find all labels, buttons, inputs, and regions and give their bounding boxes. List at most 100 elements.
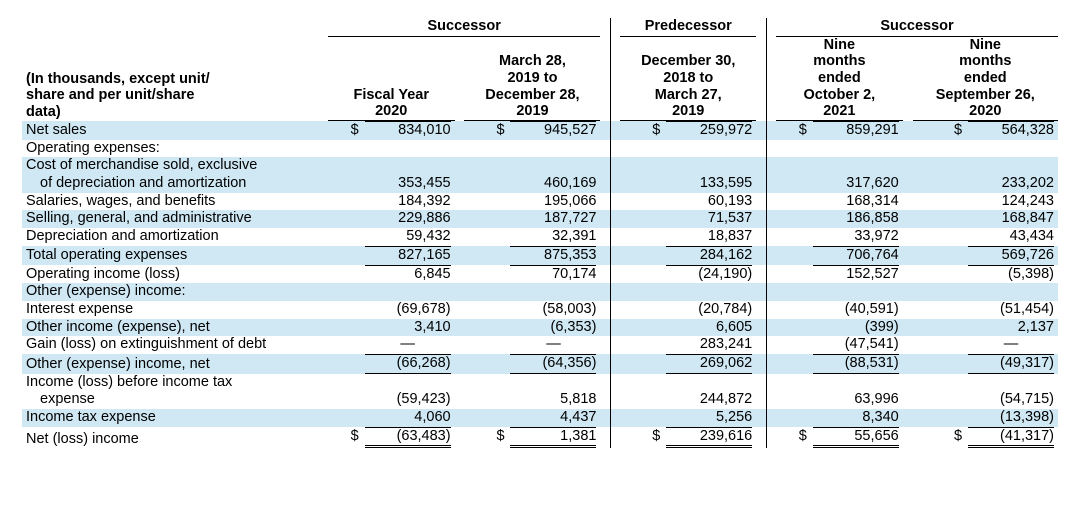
row-label: Depreciation and amortization — [22, 228, 328, 246]
cell-value: 133,595 — [620, 157, 756, 192]
cell-value: $239,616 — [620, 427, 756, 449]
cell-value: 43,434 — [913, 228, 1058, 246]
cell-value: 6,845 — [328, 265, 455, 284]
table-row: Other income (expense), net3,410 (6,353) 6… — [22, 319, 1058, 337]
hdr-successor-2: Successor — [776, 18, 1058, 36]
cell-value: (58,003) — [464, 301, 600, 319]
cell-value — [776, 140, 903, 158]
cell-value: 875,353 — [464, 246, 600, 265]
row-label: Net sales — [22, 121, 328, 140]
cell-value — [913, 140, 1058, 158]
cell-value: $(63,483) — [328, 427, 455, 449]
cell-value: — — [464, 336, 600, 354]
row-label: Income tax expense — [22, 409, 328, 427]
table-row: Operating income (loss)6,845 70,174 (24,19… — [22, 265, 1058, 284]
cell-value: (88,531) — [776, 354, 903, 374]
cell-value: (6,353) — [464, 319, 600, 337]
cell-value: 187,727 — [464, 210, 600, 228]
cell-value: 6,605 — [620, 319, 756, 337]
row-label: Salaries, wages, and benefits — [22, 193, 328, 211]
cell-value: 353,455 — [328, 157, 455, 192]
cell-value: 269,062 — [620, 354, 756, 374]
cell-value: 229,886 — [328, 210, 455, 228]
cell-value: 317,620 — [776, 157, 903, 192]
cell-value: 4,437 — [464, 409, 600, 427]
cell-value: $945,527 — [464, 121, 600, 140]
cell-value: 3,410 — [328, 319, 455, 337]
table-row: Cost of merchandise sold, exclusiveof de… — [22, 157, 1058, 192]
cell-value: 827,165 — [328, 246, 455, 265]
cell-value: 71,537 — [620, 210, 756, 228]
income-statement-table: Successor Predecessor Successor (In thou… — [22, 18, 1058, 448]
cell-value: 2,137 — [913, 319, 1058, 337]
cell-value: 195,066 — [464, 193, 600, 211]
table-row: Salaries, wages, and benefits184,392 195,… — [22, 193, 1058, 211]
cell-value: 152,527 — [776, 265, 903, 284]
cell-value: — — [328, 336, 455, 354]
cell-value: — — [913, 336, 1058, 354]
cell-value: 184,392 — [328, 193, 455, 211]
cell-value: 5,818 — [464, 374, 600, 409]
cell-value: 70,174 — [464, 265, 600, 284]
cell-value — [464, 140, 600, 158]
cell-value: (40,591) — [776, 301, 903, 319]
cell-value — [328, 140, 455, 158]
table-row: Selling, general, and administrative229,… — [22, 210, 1058, 228]
row-label: Other (expense) income, net — [22, 354, 328, 374]
table-row: Total operating expenses827,165875,35328… — [22, 246, 1058, 265]
table-row: Gain (loss) on extinguishment of debt——2… — [22, 336, 1058, 354]
table-row: Income (loss) before income taxexpense(5… — [22, 374, 1058, 409]
cell-value: 4,060 — [328, 409, 455, 427]
col-hdr-3: December 30,2018 to March 27,2019 — [620, 36, 756, 120]
cell-value: 33,972 — [776, 228, 903, 246]
row-label: Total operating expenses — [22, 246, 328, 265]
cell-value: $259,972 — [620, 121, 756, 140]
cell-value — [620, 140, 756, 158]
cell-value — [464, 283, 600, 301]
row-label: Other (expense) income: — [22, 283, 328, 301]
col-hdr-4: Ninemonths endedOctober 2, 2021 — [776, 36, 903, 120]
row-label: Operating expenses: — [22, 140, 328, 158]
cell-value: (13,398) — [913, 409, 1058, 427]
col-hdr-1: Fiscal Year2020 — [328, 36, 455, 120]
row-label: Income (loss) before income taxexpense — [22, 374, 328, 409]
table-row: Interest expense(69,678)(58,003)(20,784)… — [22, 301, 1058, 319]
cell-value: (59,423) — [328, 374, 455, 409]
unit-note: (In thousands, except unit/ share and pe… — [26, 71, 324, 121]
cell-value — [776, 283, 903, 301]
cell-value: (24,190) — [620, 265, 756, 284]
cell-value: (399) — [776, 319, 903, 337]
hdr-predecessor: Predecessor — [620, 18, 756, 36]
cell-value: 283,241 — [620, 336, 756, 354]
row-label: Other income (expense), net — [22, 319, 328, 337]
cell-value: 32,391 — [464, 228, 600, 246]
table-row: Depreciation and amortization59,432 32,39… — [22, 228, 1058, 246]
cell-value: (47,541) — [776, 336, 903, 354]
cell-value: 59,432 — [328, 228, 455, 246]
cell-value: 168,314 — [776, 193, 903, 211]
cell-value: $55,656 — [776, 427, 903, 449]
cell-value: 186,858 — [776, 210, 903, 228]
cell-value: $564,328 — [913, 121, 1058, 140]
row-label: Gain (loss) on extinguishment of debt — [22, 336, 328, 354]
cell-value: 63,996 — [776, 374, 903, 409]
hdr-successor-1: Successor — [328, 18, 601, 36]
cell-value — [328, 283, 455, 301]
cell-value: $859,291 — [776, 121, 903, 140]
table-row: Net sales$834,010$945,527$259,972$859,29… — [22, 121, 1058, 140]
cell-value: (66,268) — [328, 354, 455, 374]
cell-value — [913, 283, 1058, 301]
cell-value: 569,726 — [913, 246, 1058, 265]
cell-value: (49,317) — [913, 354, 1058, 374]
row-label: Operating income (loss) — [22, 265, 328, 284]
cell-value: 60,193 — [620, 193, 756, 211]
col-hdr-2: March 28,2019 to December 28,2019 — [464, 36, 600, 120]
cell-value: 18,837 — [620, 228, 756, 246]
row-label: Selling, general, and administrative — [22, 210, 328, 228]
table-row: Income tax expense4,0604,4375,2568,340(1… — [22, 409, 1058, 427]
cell-value: 8,340 — [776, 409, 903, 427]
cell-value: 168,847 — [913, 210, 1058, 228]
row-label: Net (loss) income — [22, 427, 328, 449]
cell-value: 460,169 — [464, 157, 600, 192]
row-label: Cost of merchandise sold, exclusiveof de… — [22, 157, 328, 192]
